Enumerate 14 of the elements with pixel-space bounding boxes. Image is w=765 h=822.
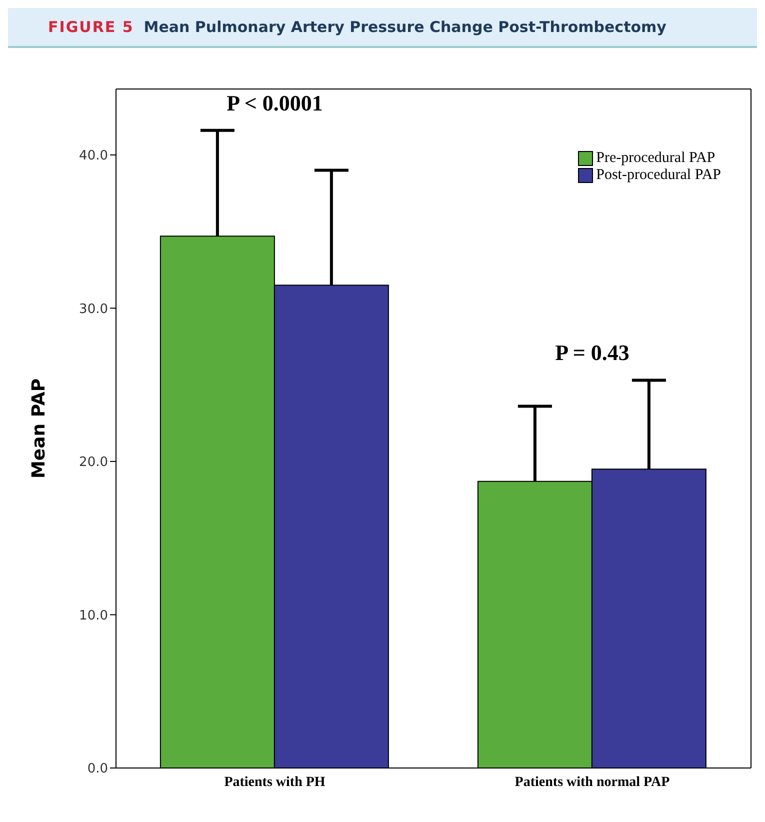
y-tick-label: 20.0 <box>79 455 108 470</box>
y-axis-title: Mean PAP <box>28 378 50 479</box>
chart-title: FIGURE 5 <box>48 18 134 36</box>
annotation: P < 0.0001 <box>226 90 323 116</box>
y-tick-label: 40.0 <box>79 148 108 164</box>
legend-label: Pre-procedural PAP <box>596 150 716 167</box>
chart-subtitle: Mean Pulmonary Artery Pressure Change Post-Thrombectomy <box>144 18 666 36</box>
y-tick-label: 30.0 <box>79 302 108 317</box>
y-tick-label: 10.0 <box>79 608 108 624</box>
annotation: P = 0.43 <box>555 340 630 366</box>
x-tick-label: Patients with normal PAP <box>514 774 670 790</box>
y-tick-label: 0.0 <box>87 762 108 777</box>
legend-label: Post-procedural PAP <box>596 167 721 184</box>
x-tick-label: Patients with PH <box>224 774 326 790</box>
